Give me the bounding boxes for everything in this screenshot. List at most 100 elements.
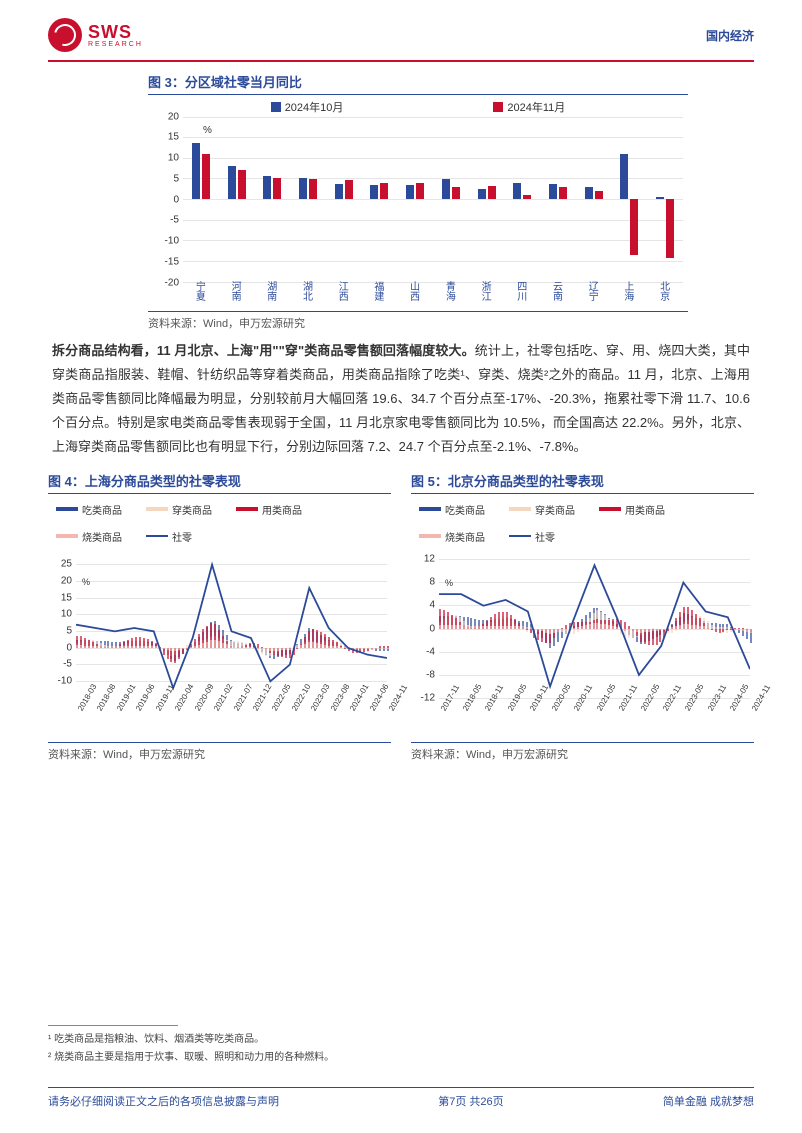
xtick: 四川 — [515, 283, 529, 303]
bar-oct — [442, 179, 450, 199]
footnotes: ¹ 吃类商品是指粮油、饮料、烟酒类等吃类商品。 ² 烧类商品主要是指用于炊事、取… — [48, 1025, 754, 1063]
bar-nov — [559, 187, 567, 199]
xtick: 江西 — [337, 283, 351, 303]
bar-oct — [478, 189, 486, 199]
ytick: 25 — [61, 559, 72, 570]
legend-nov: 2024年11月 — [507, 99, 565, 115]
lg-wear5: 穿类商品 — [535, 502, 575, 517]
xtick: 北京 — [658, 283, 672, 303]
ytick: 5 — [66, 626, 72, 637]
swatch-use — [236, 507, 258, 511]
swatch-total5 — [509, 535, 531, 537]
ytick: 15 — [168, 132, 179, 143]
footnote-2: ² 烧类商品主要是指用于炊事、取暖、照明和动力用的各种燃料。 — [48, 1048, 754, 1063]
chart3-title: 图 3：分区域社零当月同比 — [148, 72, 688, 95]
chart5-legend: 吃类商品 穿类商品 用类商品 烧类商品 社零 — [411, 498, 754, 548]
xtick: 山西 — [408, 283, 422, 303]
swatch-total — [146, 535, 168, 537]
footer-right: 简单金融 成就梦想 — [663, 1093, 754, 1109]
chart3-plot: % -20-15-10-505101520 宁夏河南湖南湖北江西福建山西青海浙江… — [153, 117, 683, 307]
bar-oct — [549, 184, 557, 199]
bar-nov — [416, 183, 424, 200]
chart3-legend: 2024年10月 2024年11月 — [148, 99, 688, 115]
bar-oct — [656, 197, 664, 199]
ytick: 5 — [173, 173, 179, 184]
chart3-source: 资料来源：Wind，申万宏源研究 — [148, 311, 688, 331]
lg-total: 社零 — [172, 529, 192, 544]
bar-nov — [595, 191, 603, 199]
lg-total5: 社零 — [535, 529, 555, 544]
swatch-wear5 — [509, 507, 531, 511]
chart5-source: 资料来源：Wind，申万宏源研究 — [411, 742, 754, 762]
ytick: 4 — [429, 600, 435, 611]
ytick: -10 — [58, 676, 72, 687]
footer: 请务必仔细阅读正文之后的各项信息披露与声明 第7页 共26页 简单金融 成就梦想 — [48, 1087, 754, 1109]
bar-oct — [406, 185, 414, 199]
xtick: 浙江 — [480, 283, 494, 303]
swatch-eat — [56, 507, 78, 511]
ytick: -10 — [165, 236, 179, 247]
xtick: 辽宁 — [587, 283, 601, 303]
chart4-legend: 吃类商品 穿类商品 用类商品 烧类商品 社零 — [48, 498, 391, 548]
xtick: 福建 — [372, 283, 386, 303]
lg-eat: 吃类商品 — [82, 502, 122, 517]
xtick: 青海 — [444, 283, 458, 303]
xtick: 上海 — [622, 283, 636, 303]
ytick: 20 — [61, 576, 72, 587]
ytick: 0 — [429, 623, 435, 634]
ytick: -20 — [165, 277, 179, 288]
bar-oct — [585, 187, 593, 199]
ytick: 0 — [173, 194, 179, 205]
bar-nov — [452, 187, 460, 199]
bar-oct — [513, 183, 521, 200]
lg-burn5: 烧类商品 — [445, 529, 485, 544]
ytick: 12 — [424, 554, 435, 565]
chart4-title: 图 4：上海分商品类型的社零表现 — [48, 471, 391, 494]
bar-nov — [523, 195, 531, 199]
xtick: 湖南 — [265, 283, 279, 303]
ytick: -8 — [426, 669, 435, 680]
swatch-nov — [493, 102, 503, 112]
ytick: -4 — [426, 646, 435, 657]
chart4-source: 资料来源：Wind，申万宏源研究 — [48, 742, 391, 762]
swatch-eat5 — [419, 507, 441, 511]
swatch-burn — [56, 534, 78, 538]
chart4-plot: -10-50510152025 % 2018-032018-082019-012… — [48, 548, 391, 718]
bar-nov — [488, 186, 496, 199]
logo-text: SWS — [88, 22, 143, 43]
swatch-use5 — [599, 507, 621, 511]
ytick: 15 — [61, 592, 72, 603]
xtick: 河南 — [230, 283, 244, 303]
bar-oct — [228, 166, 236, 199]
ytick: -12 — [421, 692, 435, 703]
bar-oct — [299, 178, 307, 199]
chart5-plot: -12-8-404812 % 2017-112018-052018-112019… — [411, 548, 754, 718]
lg-use5: 用类商品 — [625, 502, 665, 517]
ytick: -5 — [170, 215, 179, 226]
ytick: -5 — [63, 659, 72, 670]
header-rule — [48, 60, 754, 62]
bar-nov — [666, 199, 674, 258]
bar-oct — [192, 143, 200, 199]
chart5-title: 图 5：北京分商品类型的社零表现 — [411, 471, 754, 494]
lg-use: 用类商品 — [262, 502, 302, 517]
ytick: 0 — [66, 642, 72, 653]
ytick: -15 — [165, 256, 179, 267]
xtick: 湖北 — [301, 283, 315, 303]
ytick: 10 — [61, 609, 72, 620]
bar-nov — [309, 179, 317, 199]
footnote-1: ¹ 吃类商品是指粮油、饮料、烟酒类等吃类商品。 — [48, 1030, 754, 1045]
lg-wear: 穿类商品 — [172, 502, 212, 517]
logo: SWS RESEARCH — [48, 18, 143, 52]
body-paragraph: 拆分商品结构看，11 月北京、上海"用""穿"类商品零售额回落幅度较大。统计上，… — [48, 331, 754, 471]
bar-oct — [263, 176, 271, 199]
xtick: 2024-11 — [750, 683, 772, 712]
bar-nov — [238, 170, 246, 199]
xtick: 宁夏 — [194, 283, 208, 303]
lg-eat5: 吃类商品 — [445, 502, 485, 517]
para-text: 统计上，社零包括吃、穿、用、烧四大类，其中穿类商品指服装、鞋帽、针纺织品等穿着类… — [52, 343, 750, 454]
bar-nov — [202, 154, 210, 199]
bar-oct — [370, 185, 378, 199]
header-category: 国内经济 — [706, 27, 754, 44]
bar-oct — [335, 184, 343, 199]
